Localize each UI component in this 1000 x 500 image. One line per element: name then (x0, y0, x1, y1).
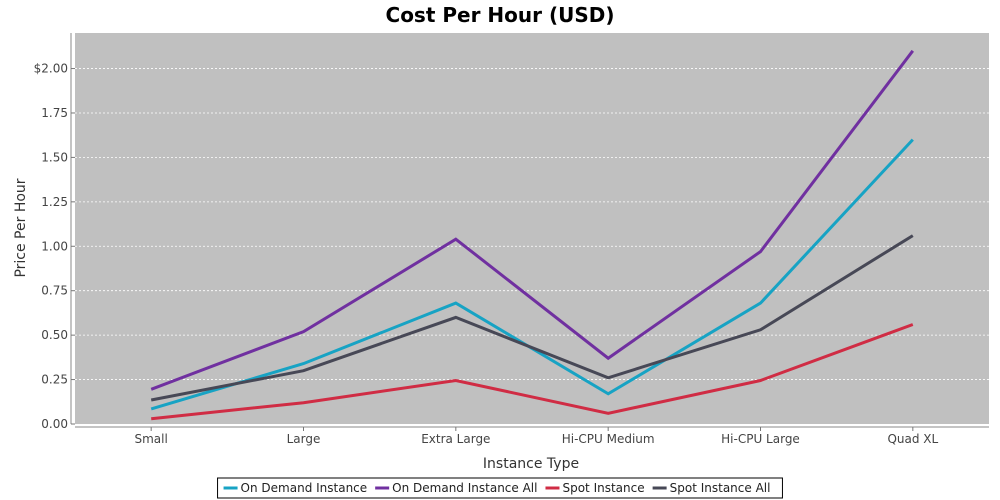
x-axis-label: Instance Type (483, 456, 579, 472)
plot-area (75, 33, 989, 424)
legend: On Demand Instance On Demand Instance All… (217, 477, 783, 499)
x-axis-ticks: Small Large Extra Large Hi-CPU Medium Hi-CPU… (135, 427, 939, 446)
y-tick-label: 1.25 (41, 195, 68, 209)
y-tick-label: 0.50 (41, 328, 68, 342)
y-axis-label: Price Per Hour (13, 178, 29, 277)
legend-box (217, 477, 783, 499)
chart-title: Cost Per Hour (USD) (386, 3, 615, 27)
x-tick-label: Hi-CPU Medium (562, 432, 655, 446)
series-line (150, 234, 914, 402)
y-tick-label: 1.00 (41, 239, 68, 253)
y-axis-ticks: 0.00 0.25 0.50 0.75 1.00 1.25 1.50 1.75 $2.00 (34, 62, 75, 431)
legend-items: On Demand Instance On Demand Instance All… (223, 481, 771, 495)
series-line (151, 323, 914, 421)
y-tick-label: 0.75 (41, 284, 68, 298)
legend-label: On Demand Instance (241, 481, 368, 495)
y-tick-label: $2.00 (34, 62, 68, 76)
y-tick-label: 0.00 (41, 417, 68, 431)
grid-lines (75, 68, 989, 380)
x-tick-label: Small (135, 432, 168, 446)
series-line (150, 49, 914, 391)
legend-label: Spot Instance All (670, 481, 771, 495)
legend-label: Spot Instance (562, 481, 644, 495)
x-tick-label: Extra Large (421, 432, 490, 446)
y-tick-label: 0.25 (41, 373, 68, 387)
axes (70, 33, 989, 428)
x-tick-label: Large (287, 432, 321, 446)
x-tick-label: Quad XL (887, 432, 938, 446)
x-tick-label: Hi-CPU Large (721, 432, 800, 446)
y-tick-label: 1.75 (41, 106, 68, 120)
series-lines (150, 49, 914, 421)
y-tick-label: 1.50 (41, 150, 68, 164)
legend-label: On Demand Instance All (392, 481, 537, 495)
